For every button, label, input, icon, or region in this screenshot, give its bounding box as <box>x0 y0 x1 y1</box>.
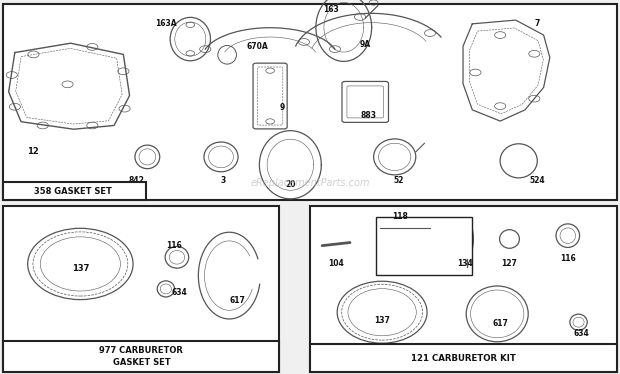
Text: 842: 842 <box>129 176 145 185</box>
Text: 116: 116 <box>166 241 182 250</box>
Text: 358 GASKET SET: 358 GASKET SET <box>34 187 112 196</box>
Text: 634: 634 <box>574 329 590 338</box>
Text: 52: 52 <box>394 176 404 185</box>
Text: 137: 137 <box>374 316 390 325</box>
Text: 163: 163 <box>324 5 339 14</box>
Text: 3: 3 <box>220 176 226 185</box>
Text: 12: 12 <box>27 147 38 156</box>
Text: 127: 127 <box>501 260 517 269</box>
Text: 617: 617 <box>229 296 246 305</box>
Text: 883: 883 <box>361 111 377 120</box>
Text: 7: 7 <box>534 19 540 28</box>
Text: 9: 9 <box>280 103 285 112</box>
Text: 121 CARBURETOR KIT: 121 CARBURETOR KIT <box>410 354 516 363</box>
Text: 9A: 9A <box>360 40 371 49</box>
Text: 137: 137 <box>72 264 89 273</box>
Text: 20: 20 <box>285 180 296 189</box>
FancyBboxPatch shape <box>3 4 617 200</box>
FancyBboxPatch shape <box>376 217 472 275</box>
FancyBboxPatch shape <box>310 344 617 372</box>
Text: 163A: 163A <box>155 19 177 28</box>
FancyBboxPatch shape <box>310 206 617 372</box>
Text: 134: 134 <box>457 260 473 269</box>
Text: 116: 116 <box>560 254 576 263</box>
Text: eReplacementParts.com: eReplacementParts.com <box>250 178 370 188</box>
Text: 977 CARBURETOR
GASKET SET: 977 CARBURETOR GASKET SET <box>99 346 184 367</box>
FancyBboxPatch shape <box>3 206 279 372</box>
Text: 634: 634 <box>172 288 188 297</box>
Text: 670A: 670A <box>247 42 268 52</box>
Text: 104: 104 <box>328 260 344 269</box>
Text: 118: 118 <box>392 212 409 221</box>
Text: 524: 524 <box>529 176 545 185</box>
FancyBboxPatch shape <box>3 341 279 372</box>
FancyBboxPatch shape <box>3 182 146 200</box>
Text: 617: 617 <box>492 319 508 328</box>
